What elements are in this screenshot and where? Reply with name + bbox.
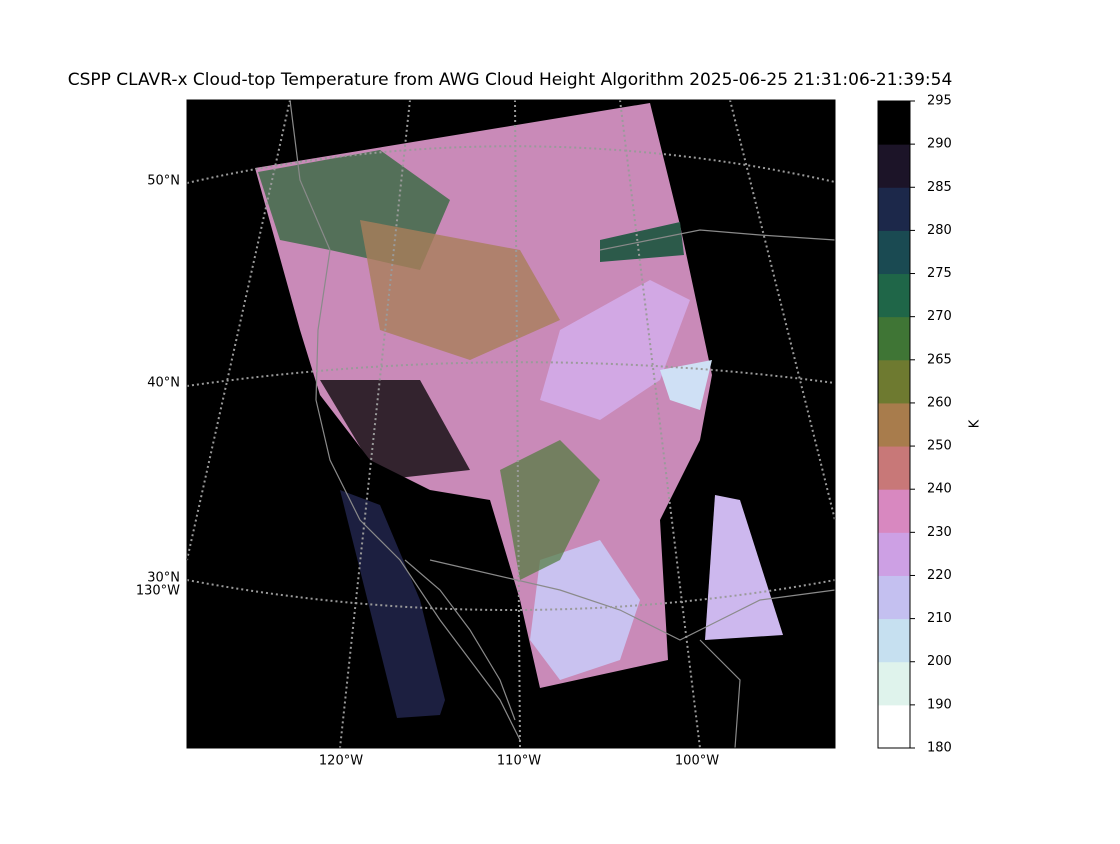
colorbar-tick-label: 260 (927, 395, 952, 410)
colorbar-segment (878, 359, 910, 404)
graticule (339, 99, 411, 749)
lat-label: 40°N (147, 376, 180, 391)
colorbar-label: K (968, 419, 983, 428)
graticule (729, 99, 836, 521)
colorbar-segment (878, 661, 910, 706)
colorbar-tick-label: 240 (927, 482, 952, 497)
lon-label: 100°W (675, 754, 719, 769)
colorbar-segment (878, 316, 910, 361)
lon-label: 120°W (319, 754, 363, 769)
graticule (186, 361, 836, 387)
graticule (514, 99, 521, 749)
colorbar-segment (878, 187, 910, 231)
borders (404, 229, 836, 749)
colorbar-segment (878, 575, 910, 620)
coastline (289, 99, 521, 741)
lat-label: 30°N (147, 571, 180, 586)
swath-patch (500, 440, 600, 580)
colorbar-tick-label: 180 (927, 741, 952, 756)
colorbar-tick-label: 280 (927, 223, 952, 238)
swath-patch (540, 280, 690, 420)
colorbar-tick-label: 295 (927, 94, 952, 109)
graticule (186, 145, 836, 184)
colorbar-segment (878, 144, 910, 188)
colorbar-tick-label: 200 (927, 654, 952, 669)
colorbar-segment (878, 704, 910, 749)
colorbar-segment (878, 101, 910, 145)
colorbar-tick-label: 290 (927, 137, 952, 152)
lon-label: 130°W (136, 584, 180, 599)
map: 50°N 40°N 30°N 130°W 120°W 110°W 100°W (136, 99, 836, 769)
lon-label: 110°W (497, 754, 541, 769)
graticule (186, 99, 291, 561)
map-frame (186, 99, 836, 749)
colorbar-segment (878, 273, 910, 318)
colorbar-tick-label: 230 (927, 525, 952, 540)
colorbar-tick-label: 285 (927, 180, 952, 195)
lat-label: 50°N (147, 174, 180, 189)
colorbar-tick-label: 210 (927, 611, 952, 626)
colorbar-segment (878, 230, 910, 275)
graticule (619, 99, 701, 749)
colorbar: 180 190 200 210 220 230 240 250 260 265 270 275 280 2… (877, 94, 952, 756)
clear-area (320, 380, 470, 480)
colorbar-frame (877, 100, 911, 749)
swath-patch (660, 360, 712, 410)
colorbar-tick-label: 250 (927, 439, 952, 454)
colorbar-tick-label: 220 (927, 568, 952, 583)
colorbar-segment (878, 618, 910, 663)
swath-patch (360, 220, 560, 360)
colorbar-tick-label: 270 (927, 309, 952, 324)
colorbar-segment (878, 446, 910, 490)
colorbar-segment (878, 489, 910, 533)
swath-east (705, 495, 783, 640)
title: CSPP CLAVR-x Cloud-top Temperature from … (68, 70, 953, 90)
colorbar-tick-label: 275 (927, 266, 952, 281)
colorbar-tick-label: 190 (927, 697, 952, 712)
colorbar-segment (878, 402, 910, 447)
graticule (186, 579, 836, 611)
colorbar-segment (878, 532, 910, 576)
swath-ocean (340, 490, 445, 718)
colorbar-tick-label: 265 (927, 352, 952, 367)
swath-patch (530, 540, 640, 680)
